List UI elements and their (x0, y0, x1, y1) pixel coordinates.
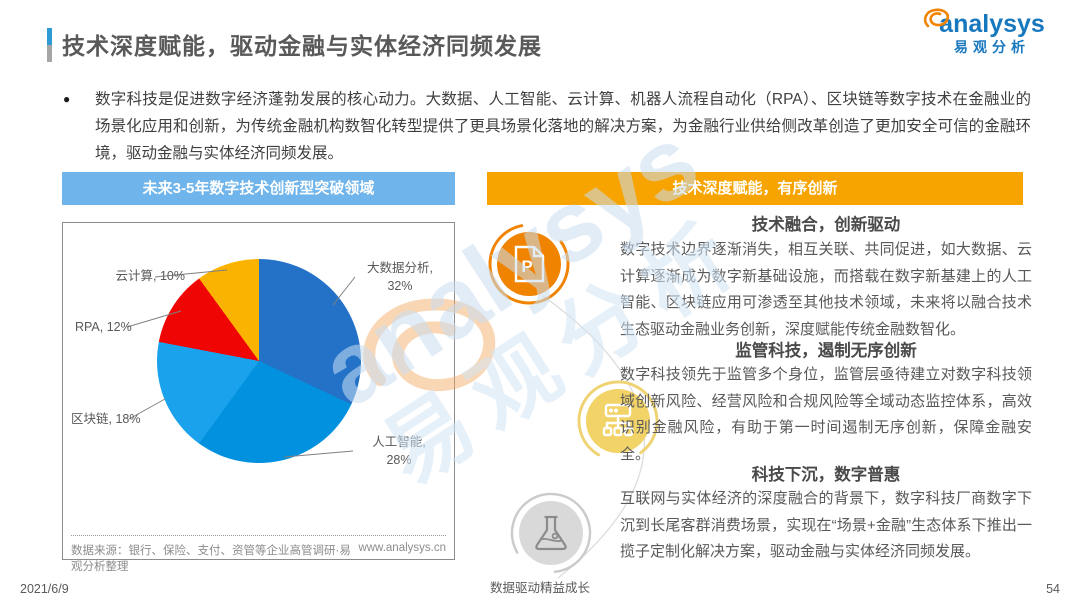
pie-leader-lines (126, 269, 356, 458)
section-title-tech-fusion: 技术融合，创新驱动 (751, 216, 901, 234)
chart-source-row: 数据来源：银行、保险、支付、资管等企业高管调研·易观分析整理 www.analy… (71, 535, 446, 574)
pie-label-big-data: 大数据分析, 32% (349, 259, 451, 295)
pie-label-blockchain: 区块链, 18% (71, 412, 141, 426)
pie-label-ai-name: 人工智能, (372, 435, 426, 449)
page-title: 技术深度赋能，驱动金融与实体经济同频发展 (62, 33, 542, 59)
intro-text: 数字科技是促进数字经济蓬勃发展的核心动力。大数据、人工智能、云计算、机器人流程自… (95, 91, 1031, 162)
pie-label-big-data-name: 大数据分析, (367, 261, 433, 275)
section-body-tech-inclusion: 互联网与实体经济的深度融合的背景下，数字科技厂商数字下沉到长尾客群消费场景，实现… (620, 490, 1032, 560)
pie-label-ai: 人工智能, 28% (349, 433, 449, 469)
title-accent-bar (47, 28, 52, 62)
section-body-regtech: 数字科技领先于监管多个身位，监管层亟待建立对数字科技领域创新风险、经营风险和合规… (620, 366, 1032, 463)
left-section-header: 未来3-5年数字技术创新型突破领域 (62, 172, 455, 205)
website-link[interactable]: www.analysys.cn (358, 542, 446, 554)
flask-icon (510, 492, 592, 574)
brand-logo: analysys 易观分析 (922, 8, 1062, 56)
footer-slogan: 数据驱动精益成长 (489, 581, 590, 595)
logo-wordmark: analysys (922, 8, 1062, 38)
pie-label-rpa: RPA, 12% (75, 320, 132, 334)
pie-chart-panel: 云计算, 10% 大数据分析, 32% RPA, 12% 区块链, 18% 人工… (62, 222, 455, 573)
bullet-marker: ● (63, 92, 71, 106)
chart-source-text: 数据来源：银行、保险、支付、资管等企业高管调研·易观分析整理 (71, 545, 351, 573)
svg-text:P: P (521, 257, 532, 276)
pie-chart (157, 259, 361, 463)
pie-label-big-data-value: 32% (387, 279, 413, 293)
footer-date: 2021/6/9 (20, 582, 69, 596)
accent-bottom (47, 45, 52, 62)
right-section-header: 技术深度赋能，有序创新 (487, 172, 1023, 205)
logo-brand-cn: 易观分析 (954, 39, 1030, 55)
footer-page-number: 54 (1046, 582, 1060, 596)
document-p-icon: P (488, 223, 570, 305)
pie-label-ai-value: 28% (386, 453, 412, 467)
org-chart-icon (577, 380, 659, 462)
pie-label-cloud: 云计算, 10% (115, 269, 185, 283)
intro-paragraph: ● 数字科技是促进数字经济蓬勃发展的核心动力。大数据、人工智能、云计算、机器人流… (63, 86, 1031, 167)
logo-swirl-icon (923, 8, 950, 28)
logo-brand-text: analysys (939, 10, 1045, 38)
section-title-tech-inclusion: 科技下沉，数字普惠 (751, 466, 901, 484)
section-body-tech-fusion: 数字技术边界逐渐消失，相互关联、共同促进，如大数据、云计算逐渐成为数字新基础设施… (620, 241, 1032, 338)
section-title-regtech: 监管科技，遏制无序创新 (735, 342, 917, 360)
accent-top (47, 28, 52, 45)
